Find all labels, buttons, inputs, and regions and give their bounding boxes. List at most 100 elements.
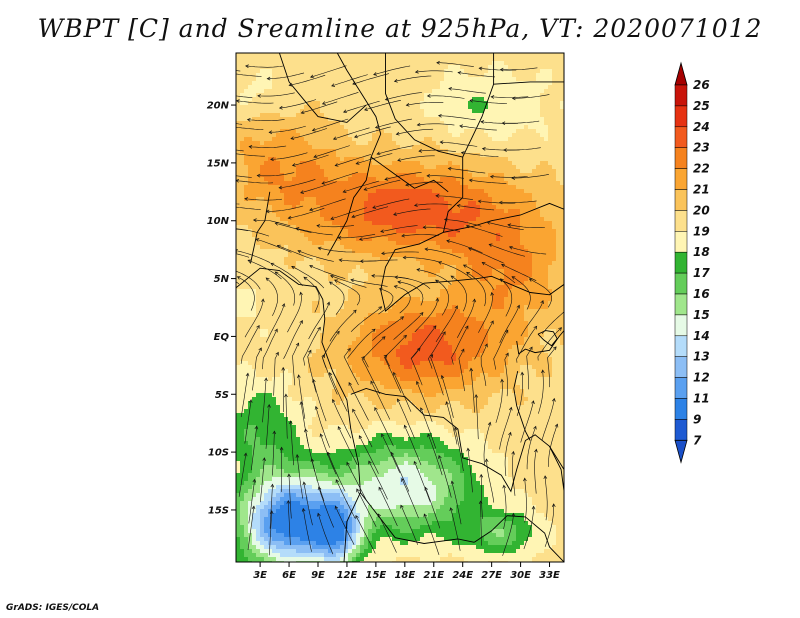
field-cell-486 — [540, 73, 545, 78]
field-cell-3667 — [472, 229, 477, 234]
field-cell-3589 — [488, 225, 493, 230]
field-cell-4283 — [312, 261, 317, 266]
field-cell-2928 — [468, 193, 473, 198]
field-cell-3930 — [540, 241, 545, 246]
field-cell-4647 — [456, 277, 461, 282]
field-cell-1107 — [400, 105, 405, 110]
field-cell-260 — [292, 65, 297, 70]
field-cell-2838 — [436, 189, 441, 194]
field-cell-525 — [368, 77, 373, 82]
field-cell-654 — [556, 81, 561, 86]
field-cell-4231 — [432, 257, 437, 262]
field-cell-2291 — [544, 161, 549, 166]
field-cell-2167 — [376, 157, 381, 162]
field-cell-183 — [312, 61, 317, 66]
field-cell-739 — [240, 89, 245, 94]
field-cell-1157 — [272, 109, 277, 114]
field-cell-591 — [304, 81, 309, 86]
field-cell-3152 — [380, 205, 385, 210]
field-cell-1946 — [476, 145, 481, 150]
field-cell-3018 — [500, 197, 505, 202]
field-cell-1651 — [280, 133, 285, 138]
field-cell-433 — [328, 73, 333, 78]
field-cell-2893 — [328, 193, 333, 198]
field-cell-3455 — [280, 221, 285, 226]
field-cell-2136 — [252, 157, 257, 162]
field-cell-2204 — [524, 157, 529, 162]
field-cell-4258 — [540, 257, 545, 262]
field-cell-1517 — [400, 125, 405, 130]
field-cell-4584 — [532, 273, 537, 278]
field-cell-1283 — [448, 113, 453, 118]
field-cell-3795 — [328, 237, 333, 242]
field-cell-3094 — [476, 201, 481, 206]
field-cell-3049 — [296, 201, 301, 206]
field-cell-819 — [560, 89, 564, 94]
field-cell-1377 — [496, 117, 501, 122]
field-cell-1326 — [292, 117, 297, 122]
field-cell-1836 — [364, 141, 369, 146]
field-cell-948 — [420, 97, 425, 102]
field-cell-4308 — [412, 261, 417, 266]
field-cell-746 — [268, 89, 273, 94]
field-cell-4785 — [352, 285, 357, 290]
field-cell-50 — [436, 53, 441, 58]
field-cell-3405 — [408, 217, 413, 222]
field-cell-648 — [532, 81, 537, 86]
field-cell-3761 — [520, 233, 525, 238]
field-cell-317 — [520, 65, 525, 70]
field-cell-723 — [504, 85, 509, 90]
field-cell-2952 — [236, 197, 241, 202]
field-cell-829 — [272, 93, 277, 98]
field-cell-1643 — [248, 133, 253, 138]
field-cell-2348 — [444, 165, 449, 170]
field-cell-1352 — [396, 117, 401, 122]
field-cell-2692 — [508, 181, 513, 186]
field-cell-2666 — [404, 181, 409, 186]
field-cell-1248 — [308, 113, 313, 118]
field-cell-139 — [464, 57, 469, 62]
field-cell-1169 — [320, 109, 325, 114]
field-cell-1652 — [284, 133, 289, 138]
field-cell-5 — [256, 53, 261, 58]
field-cell-1053 — [512, 101, 517, 106]
field-cell-4607 — [296, 277, 301, 282]
field-cell-2248 — [372, 161, 377, 166]
field-cell-1976 — [268, 149, 273, 154]
field-cell-1250 — [316, 113, 321, 118]
field-cell-4814 — [468, 285, 473, 290]
field-cell-1488 — [284, 125, 289, 130]
field-cell-3351 — [520, 213, 525, 218]
field-cell-2700 — [540, 181, 545, 186]
field-cell-4538 — [348, 273, 353, 278]
field-cell-635 — [480, 81, 485, 86]
field-cell-4519 — [272, 273, 277, 278]
field-cell-3642 — [372, 229, 377, 234]
field-cell-1519 — [408, 125, 413, 130]
field-cell-4655 — [488, 277, 493, 282]
field-cell-1375 — [488, 117, 493, 122]
field-cell-1587 — [352, 129, 357, 134]
field-cell-711 — [456, 85, 461, 90]
field-cell-1539 — [488, 125, 493, 130]
field-cell-4384 — [388, 265, 393, 270]
field-cell-683 — [344, 85, 349, 90]
field-cell-3556 — [356, 225, 361, 230]
field-cell-2441 — [488, 169, 493, 174]
field-cell-1698 — [468, 133, 473, 138]
field-cell-1298 — [508, 113, 513, 118]
field-cell-1580 — [324, 129, 329, 134]
field-cell-157 — [536, 57, 541, 62]
field-cell-1030 — [420, 101, 425, 106]
field-cell-3758 — [508, 233, 513, 238]
field-cell-3325 — [416, 213, 421, 218]
field-cell-1204 — [460, 109, 465, 114]
field-cell-404 — [540, 69, 545, 74]
field-cell-2737 — [360, 185, 365, 190]
field-cell-2239 — [336, 161, 341, 166]
field-cell-4631 — [392, 277, 397, 282]
field-cell-671 — [296, 85, 301, 90]
field-cell-4510 — [236, 273, 241, 278]
field-cell-1092 — [340, 105, 345, 110]
field-cell-2017 — [432, 149, 437, 154]
